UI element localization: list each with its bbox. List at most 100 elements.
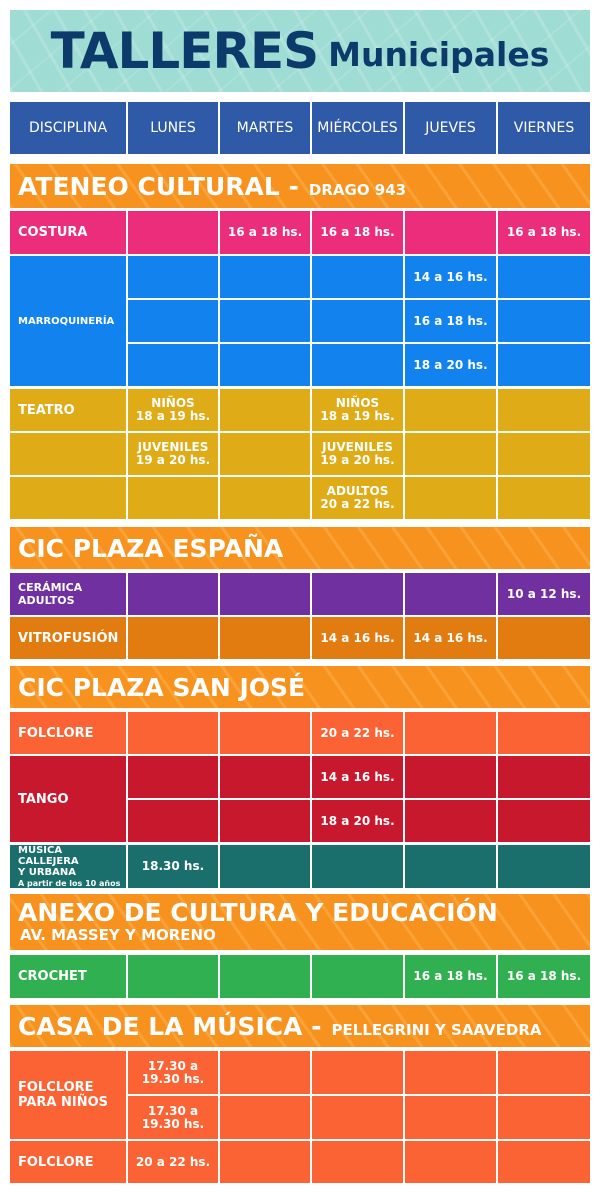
cell-folclore-casa-jueves: [405, 1141, 496, 1183]
cell-teatro-miercoles-1: NIÑOS 18 a 19 hs.: [312, 389, 403, 431]
cell-teatro-jueves-2: [405, 433, 496, 475]
title-banner: TALLERES Municipales: [10, 10, 590, 92]
cell-folclore-casa-viernes: [498, 1141, 590, 1183]
cell-teatro-lunes-1: NIÑOS 18 a 19 hs.: [128, 389, 218, 431]
cell-teatro-martes-2: [220, 433, 310, 475]
cell-tango-martes-1: [220, 756, 310, 798]
row-tango-label: TANGO: [10, 756, 126, 842]
cell-teatro-jueves-1: [405, 389, 496, 431]
cell-tango-lunes-2: [128, 800, 218, 842]
cell-folclore-casa-miercoles: [312, 1141, 403, 1183]
row-marroquineria-label: MARROQUINERÍA: [10, 256, 126, 386]
cell-vitro-miercoles: 14 a 16 hs.: [312, 617, 403, 659]
cell-vitro-jueves: 14 a 16 hs.: [405, 617, 496, 659]
cell-teatro-viernes-2: [498, 433, 590, 475]
cell-tango-viernes-2: [498, 800, 590, 842]
cell-vitro-martes: [220, 617, 310, 659]
cell-musica-viernes: [498, 845, 590, 888]
section-casa-title: CASA DE LA MÚSICA - PELLEGRINI Y SAAVEDRA: [18, 1012, 542, 1041]
section-ateneo: ATENEO CULTURAL - DRAGO 943: [10, 164, 590, 208]
cell-marroq-viernes-2: [498, 300, 590, 342]
cell-folclore-sj-miercoles: 20 a 22 hs.: [312, 712, 403, 754]
cell-folclore-ninos-miercoles-1: [312, 1051, 403, 1094]
cell-folclore-ninos-martes-2: [220, 1096, 310, 1139]
section-anexo-address: AV. MASSEY Y MORENO: [20, 926, 216, 944]
cell-musica-lunes: 18.30 hs.: [128, 845, 218, 888]
row-vitrofusion-label: VITROFUSIÓN: [10, 617, 126, 659]
cell-marroq-viernes-3: [498, 344, 590, 386]
section-espana-title: CIC PLAZA ESPAÑA: [18, 534, 284, 563]
cell-marroq-jueves-1: 14 a 16 hs.: [405, 256, 496, 298]
cell-tango-martes-2: [220, 800, 310, 842]
cell-teatro-lunes-3: [128, 477, 218, 519]
cell-teatro-jueves-3: [405, 477, 496, 519]
cell-crochet-jueves: 16 a 18 hs.: [405, 955, 496, 998]
cell-vitro-viernes: [498, 617, 590, 659]
cell-folclore-ninos-viernes-1: [498, 1051, 590, 1094]
cell-teatro-martes-3: [220, 477, 310, 519]
cell-folclore-sj-lunes: [128, 712, 218, 754]
cell-marroq-martes-1: [220, 256, 310, 298]
cell-costura-lunes: [128, 211, 218, 254]
row-ceramica-label: CERÁMICA ADULTOS: [10, 573, 126, 615]
cell-marroq-lunes-1: [128, 256, 218, 298]
cell-musica-martes: [220, 845, 310, 888]
cell-costura-viernes: 16 a 18 hs.: [498, 211, 590, 254]
cell-teatro-viernes-3: [498, 477, 590, 519]
header-martes: MARTES: [220, 102, 310, 154]
cell-crochet-miercoles: [312, 955, 403, 998]
row-teatro-label-3: [10, 477, 126, 519]
header-lunes: LUNES: [128, 102, 218, 154]
section-casa: CASA DE LA MÚSICA - PELLEGRINI Y SAAVEDRA: [10, 1005, 590, 1047]
cell-marroq-miercoles-1: [312, 256, 403, 298]
cell-marroq-viernes-1: [498, 256, 590, 298]
cell-marroq-miercoles-2: [312, 300, 403, 342]
cell-ceramica-martes: [220, 573, 310, 615]
cell-marroq-lunes-2: [128, 300, 218, 342]
cell-tango-lunes-1: [128, 756, 218, 798]
cell-costura-jueves: [405, 211, 496, 254]
section-casa-address: PELLEGRINI Y SAAVEDRA: [331, 1021, 542, 1039]
cell-folclore-ninos-jueves-2: [405, 1096, 496, 1139]
cell-marroq-lunes-3: [128, 344, 218, 386]
cell-marroq-jueves-2: 16 a 18 hs.: [405, 300, 496, 342]
row-folclore-casa-label: FOLCLORE: [10, 1141, 126, 1183]
cell-marroq-jueves-3: 18 a 20 hs.: [405, 344, 496, 386]
cell-teatro-viernes-1: [498, 389, 590, 431]
cell-tango-miercoles-1: 14 a 16 hs.: [312, 756, 403, 798]
row-costura-label: COSTURA: [10, 211, 126, 254]
cell-tango-jueves-1: [405, 756, 496, 798]
row-folclore-sj-label: FOLCLORE: [10, 712, 126, 754]
cell-folclore-ninos-martes-1: [220, 1051, 310, 1094]
row-musica-note: A partir de los 10 años: [18, 878, 121, 888]
cell-teatro-miercoles-3: ADULTOS 20 a 22 hs.: [312, 477, 403, 519]
cell-folclore-casa-lunes: 20 a 22 hs.: [128, 1141, 218, 1183]
cell-ceramica-viernes: 10 a 12 hs.: [498, 573, 590, 615]
cell-ceramica-jueves: [405, 573, 496, 615]
row-musica-label: MÚSICA CALLEJERA Y URBANA A partir de los …: [10, 845, 126, 888]
cell-musica-miercoles: [312, 845, 403, 888]
row-teatro-label: TEATRO: [10, 389, 126, 431]
row-teatro-label-2: [10, 433, 126, 475]
cell-folclore-ninos-miercoles-2: [312, 1096, 403, 1139]
row-crochet-label: CROCHET: [10, 955, 126, 998]
cell-folclore-casa-martes: [220, 1141, 310, 1183]
banner-pattern: [10, 10, 590, 92]
header-disciplina: DISCIPLINA: [10, 102, 126, 154]
cell-crochet-lunes: [128, 955, 218, 998]
header-jueves: JUEVES: [405, 102, 496, 154]
section-ateneo-title: ATENEO CULTURAL - DRAGO 943: [18, 172, 407, 201]
cell-marroq-martes-2: [220, 300, 310, 342]
section-sanjose-title: CIC PLAZA SAN JOSÉ: [18, 673, 306, 702]
header-viernes: VIERNES: [498, 102, 590, 154]
cell-teatro-martes-1: [220, 389, 310, 431]
cell-folclore-sj-jueves: [405, 712, 496, 754]
cell-folclore-sj-martes: [220, 712, 310, 754]
cell-ceramica-lunes: [128, 573, 218, 615]
section-anexo-title: ANEXO DE CULTURA Y EDUCACIÓN: [18, 898, 498, 927]
cell-folclore-sj-viernes: [498, 712, 590, 754]
cell-tango-jueves-2: [405, 800, 496, 842]
cell-crochet-martes: [220, 955, 310, 998]
section-ateneo-address: DRAGO 943: [308, 181, 407, 199]
cell-marroq-martes-3: [220, 344, 310, 386]
